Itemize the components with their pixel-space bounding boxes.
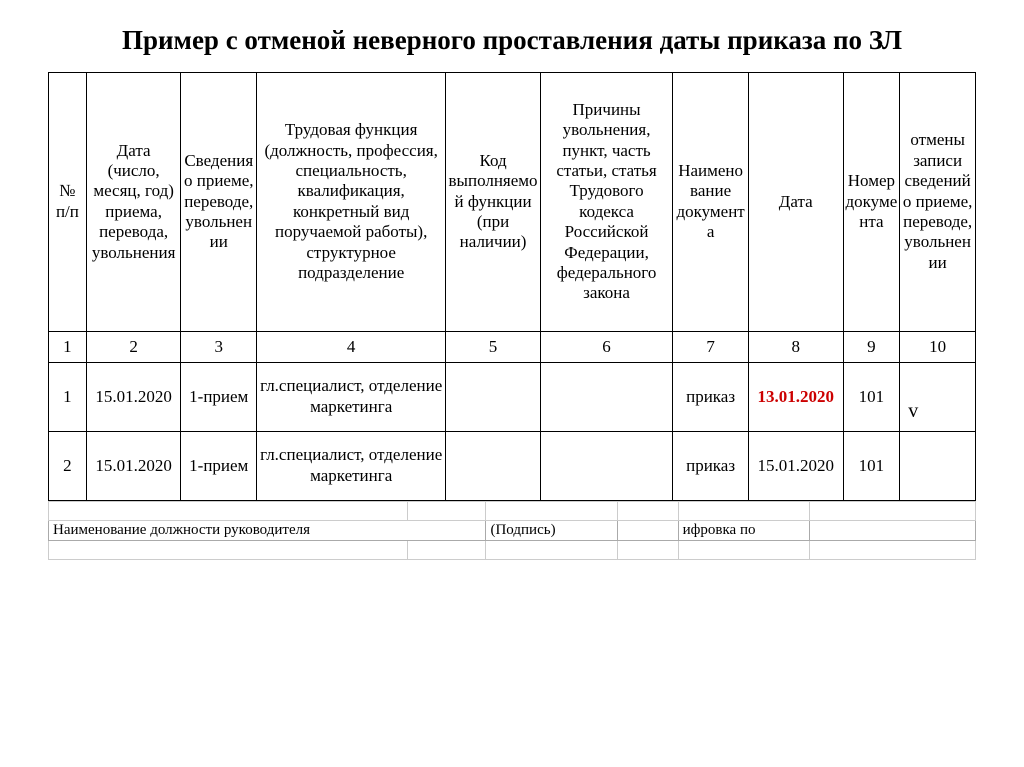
cell-action: 1-прием (181, 431, 257, 500)
cell-docnum: 101 (843, 362, 900, 431)
footer-signature-label: (Подпись) (486, 520, 617, 540)
table-number-row: 12345678910 (49, 331, 976, 362)
cancel-mark: v (902, 399, 973, 423)
table-row: 215.01.20201-приемгл.специалист, отделен… (49, 431, 976, 500)
column-number: 5 (446, 331, 541, 362)
column-header: Номер документа (843, 72, 900, 331)
column-header: Наименование документа (673, 72, 749, 331)
table-row: 115.01.20201-приемгл.специалист, отделен… (49, 362, 976, 431)
cell-cancel: v (900, 362, 976, 431)
column-number: 6 (540, 331, 672, 362)
cell-code (446, 431, 541, 500)
column-header: Сведения о приеме, переводе, увольнении (181, 72, 257, 331)
column-header: Код выполняемой функции (при наличии) (446, 72, 541, 331)
cell-date: 15.01.2020 (86, 362, 181, 431)
cell-docname: приказ (673, 431, 749, 500)
footer-table: Наименование должности руководителя (Под… (48, 501, 976, 560)
footer-blank-row (49, 540, 976, 559)
column-number: 1 (49, 331, 87, 362)
cell-docdate: 13.01.2020 (748, 362, 843, 431)
column-number: 10 (900, 331, 976, 362)
cell-function: гл.специалист, отделение маркетинга (257, 431, 446, 500)
column-number: 2 (86, 331, 181, 362)
footer-position-label: Наименование должности руководителя (49, 520, 486, 540)
cell-reason (540, 431, 672, 500)
cell-docnum: 101 (843, 431, 900, 500)
column-header: Трудовая функция (должность, профессия, … (257, 72, 446, 331)
column-header: Дата (число, месяц, год) приема, перевод… (86, 72, 181, 331)
footer-decode-label: ифровка по (678, 520, 809, 540)
column-number: 9 (843, 331, 900, 362)
cell-docname: приказ (673, 362, 749, 431)
table-header-row: № п/пДата (число, месяц, год) приема, пе… (49, 72, 976, 331)
cell-code (446, 362, 541, 431)
cell-n: 1 (49, 362, 87, 431)
column-number: 8 (748, 331, 843, 362)
column-header: Дата (748, 72, 843, 331)
cell-function: гл.специалист, отделение маркетинга (257, 362, 446, 431)
cell-action: 1-прием (181, 362, 257, 431)
column-number: 7 (673, 331, 749, 362)
cell-cancel (900, 431, 976, 500)
cell-reason (540, 362, 672, 431)
main-table: № п/пДата (число, месяц, год) приема, пе… (48, 72, 976, 501)
column-header: Причины увольнения, пункт, часть статьи,… (540, 72, 672, 331)
column-header: отмены записи сведений о приеме, перевод… (900, 72, 976, 331)
page-title: Пример с отменой неверного проставления … (48, 24, 976, 58)
column-number: 3 (181, 331, 257, 362)
column-header: № п/п (49, 72, 87, 331)
footer-blank-row (49, 501, 976, 520)
footer-label-row: Наименование должности руководителя (Под… (49, 520, 976, 540)
cell-n: 2 (49, 431, 87, 500)
cell-date: 15.01.2020 (86, 431, 181, 500)
column-number: 4 (257, 331, 446, 362)
cell-docdate: 15.01.2020 (748, 431, 843, 500)
